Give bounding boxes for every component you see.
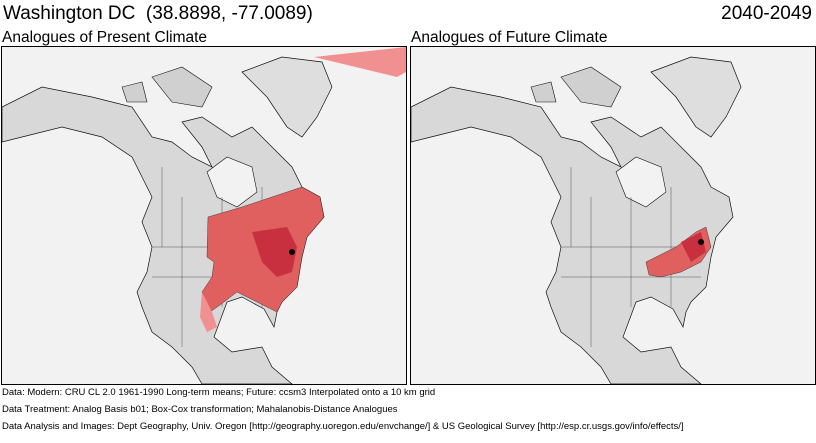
time-period: 2040-2049 <box>721 3 812 24</box>
arctic-islands <box>121 66 213 108</box>
north-america-landmass <box>411 86 734 384</box>
coordinates: (38.8898, -77.0089) <box>145 3 313 24</box>
analog-region <box>645 226 712 278</box>
future-climate-map <box>410 46 816 385</box>
analog-region <box>200 47 406 332</box>
greenland <box>650 56 742 138</box>
present-climate-map <box>1 46 407 385</box>
future-map-svg <box>411 56 742 384</box>
future-panel-title: Analogues of Future Climate <box>411 29 608 46</box>
arctic-islands <box>530 66 622 108</box>
location-name: Washington DC <box>3 3 136 24</box>
footer-data-treatment: Data Treatment: Analog Basis b01; Box-Co… <box>2 404 398 415</box>
hudson-bay <box>615 156 667 208</box>
footer-data-source: Data: Modern: CRU CL 2.0 1961-1990 Long-… <box>2 387 436 398</box>
greenland <box>241 56 333 138</box>
present-map-svg <box>2 47 406 384</box>
present-panel-title: Analogues of Present Climate <box>2 29 208 46</box>
footer-credits: Data Analysis and Images: Dept Geography… <box>2 421 684 432</box>
map-title: Washington DC (38.8898, -77.0089) <box>3 3 313 25</box>
hudson-bay <box>206 156 258 208</box>
basemap <box>411 56 742 384</box>
border-lines <box>561 167 711 347</box>
north-america-landmass <box>2 86 325 384</box>
